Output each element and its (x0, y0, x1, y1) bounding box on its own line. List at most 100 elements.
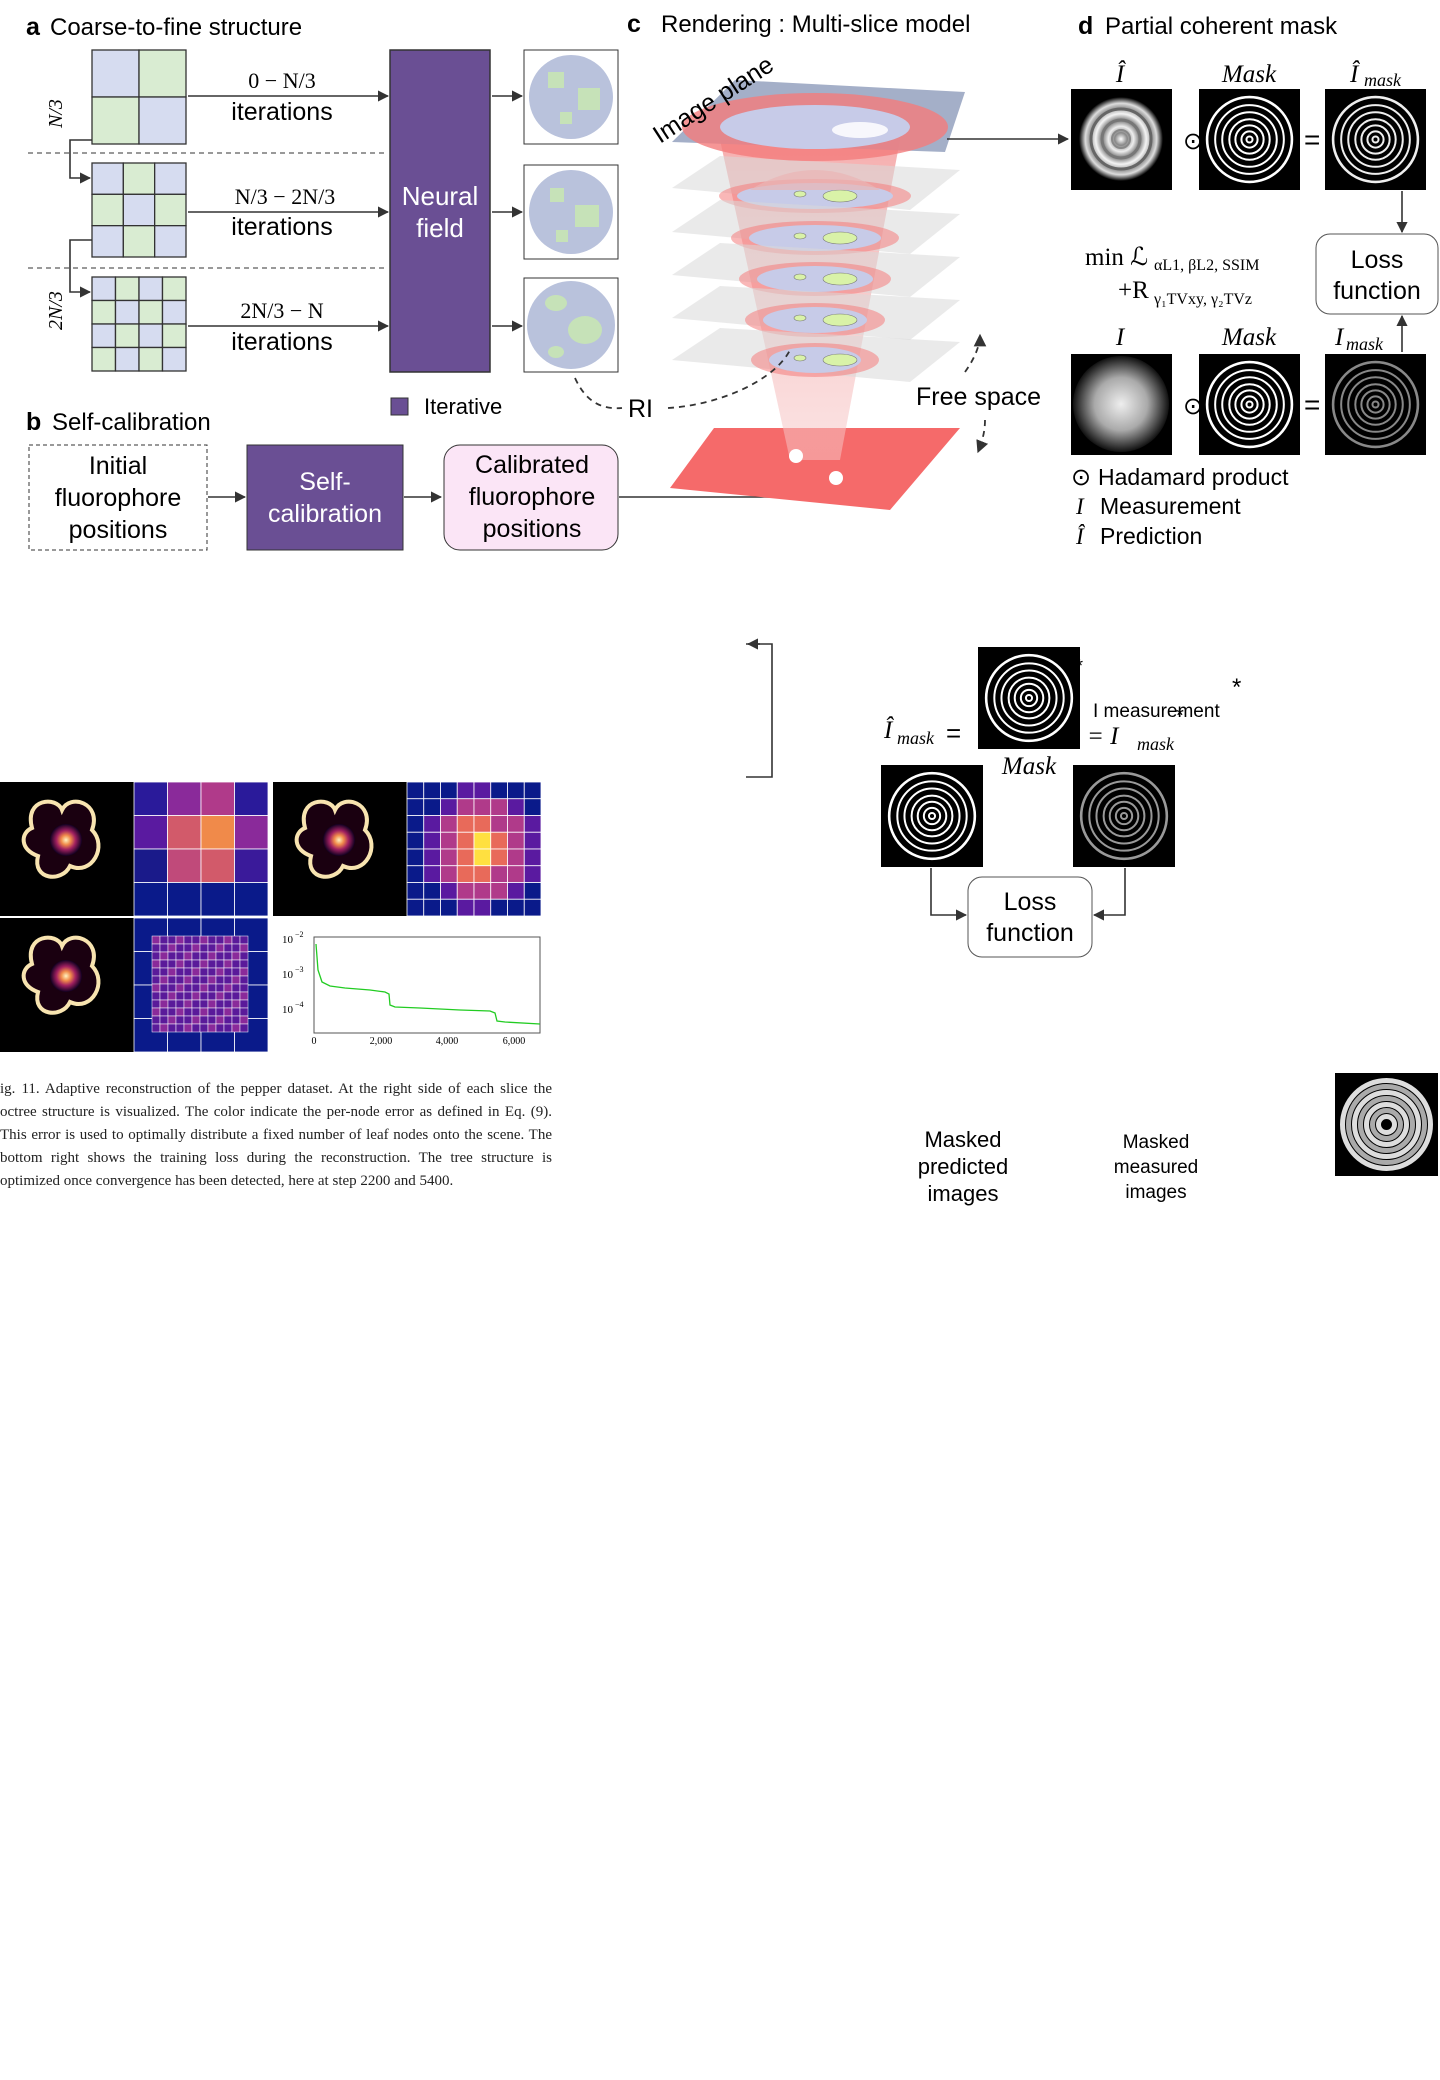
grid-cell (161, 276, 187, 302)
masked-predicted-label: Masked (924, 1127, 1001, 1152)
masked-predicted-label: predicted (918, 1154, 1009, 1179)
pepper-slice (273, 782, 407, 916)
asterisk: * (1232, 674, 1241, 701)
legend-symbol: ⊙ (1071, 464, 1091, 491)
mask-image-3 (978, 647, 1080, 749)
output-image-fine (523, 277, 619, 373)
loss-function-box (1315, 233, 1439, 315)
output-image-medium (523, 164, 619, 260)
grid-cell (122, 225, 156, 258)
formula-reg: +R (1118, 277, 1149, 304)
equals-symbol: = (1304, 124, 1320, 155)
stage-label: iterations (231, 328, 332, 356)
i-hat-mask-eq-sub: mask (897, 728, 935, 748)
y-tick-exp: −4 (295, 1000, 304, 1009)
legend-text: Prediction (1100, 523, 1202, 549)
loss-plot-frame (313, 936, 541, 1034)
pepper-images (0, 782, 407, 1052)
loss-function-label-2: Loss (1004, 888, 1057, 916)
measurement-label: I measurement (1093, 701, 1220, 722)
calibrated-positions-box (443, 444, 619, 551)
grid-cell (138, 346, 164, 372)
fluorophore-point (789, 449, 803, 463)
pepper-slice (0, 918, 134, 1052)
i-mask-sub: mask (1346, 334, 1384, 354)
grid-cell (114, 323, 140, 349)
figure-11: 10 −2 10 −3 10 −4 0 2,000 4,000 6,000 (0, 781, 542, 1053)
output-image-coarse (523, 49, 619, 145)
stage-label: iterations (231, 98, 332, 126)
stage-range: 0 − N/3 (248, 68, 315, 93)
loss-function-label-2: function (986, 919, 1074, 947)
panel-c-letter: c (627, 10, 641, 38)
mask-image-2 (1199, 354, 1300, 455)
grid-cell (161, 323, 187, 349)
legend-text: Measurement (1100, 493, 1241, 519)
loss-function-label: Loss (1351, 246, 1404, 274)
ri-label: RI (628, 395, 653, 423)
i-mask-label: I (1334, 324, 1345, 351)
asterisk: * (1076, 656, 1083, 676)
grid-cell (122, 193, 156, 227)
iterative-legend-label: Iterative (424, 394, 502, 419)
loss-function-box-2 (967, 876, 1093, 958)
panel-b: b Self-calibration Initial fluorophore p… (26, 408, 840, 551)
ri-dashed-curve (574, 377, 623, 410)
fluorophore-point (829, 471, 843, 485)
grid-cell (91, 225, 124, 258)
grid-cell (161, 346, 187, 372)
grid-cell (161, 299, 187, 325)
loss-curve (315, 943, 541, 1025)
masked-predicted-image (881, 765, 983, 867)
y-tick-exp: −2 (295, 930, 304, 939)
neural-field-box (389, 49, 491, 373)
grid-cell (154, 193, 187, 227)
iterative-legend-swatch (390, 397, 409, 416)
panel-b-letter: b (26, 408, 41, 436)
x-tick-label: 6,000 (503, 1036, 526, 1047)
panel-a: a Coarse-to-fine structure N/3 2N/3 0 − … (26, 13, 619, 419)
grid-cell (138, 299, 164, 325)
mask-image (1199, 89, 1300, 190)
equals-symbol: = (946, 718, 961, 748)
grid-cell (138, 276, 164, 302)
grid-cell (154, 225, 187, 258)
legend-text: Hadamard product (1098, 464, 1289, 490)
octree-map (133, 917, 269, 1053)
free-space-dashed (964, 333, 987, 373)
free-space-dashed (976, 419, 989, 454)
masked-predicted-label: images (928, 1181, 999, 1206)
initial-positions-label: fluorophore (55, 484, 181, 512)
slice (672, 243, 960, 297)
i-mask-eq: = I (1087, 723, 1120, 750)
grid-cell (91, 323, 117, 349)
mask-label: Mask (1221, 61, 1277, 88)
measured-image (1071, 354, 1172, 455)
self-calibration-label: Self- (299, 468, 350, 496)
octree-maps (133, 781, 542, 1053)
free-space-label: Free space (916, 383, 1041, 411)
mask-label-3: Mask (1001, 753, 1057, 780)
grid-cell (138, 49, 187, 98)
grid-cell (91, 346, 117, 372)
mask-label-2: Mask (1221, 324, 1277, 351)
predicted-image (1071, 89, 1172, 190)
grid-cell (91, 96, 140, 145)
grid-cell (138, 96, 187, 145)
y-tick-label: 10 (282, 934, 294, 946)
initial-positions-label: positions (69, 516, 168, 544)
formula-sub2: γ₁TVxy, γ₂TVz (1153, 291, 1252, 308)
y-tick-label: 10 (282, 969, 294, 981)
i-hat-mask-eq: Î (883, 716, 894, 744)
panel-a-letter: a (26, 13, 41, 41)
panel-a-title: Coarse-to-fine structure (50, 14, 302, 41)
measured-masked-image (1325, 354, 1426, 455)
panel-d-letter: d (1078, 12, 1093, 40)
loss-function-label: function (1333, 277, 1421, 305)
x-tick-label: 2,000 (370, 1036, 393, 1047)
masked-measured-label: Masked (1123, 1132, 1190, 1153)
connector-arrow (69, 239, 92, 298)
octree-map (133, 781, 269, 917)
pepper-slice (0, 782, 134, 916)
bottom-plane (670, 428, 960, 510)
